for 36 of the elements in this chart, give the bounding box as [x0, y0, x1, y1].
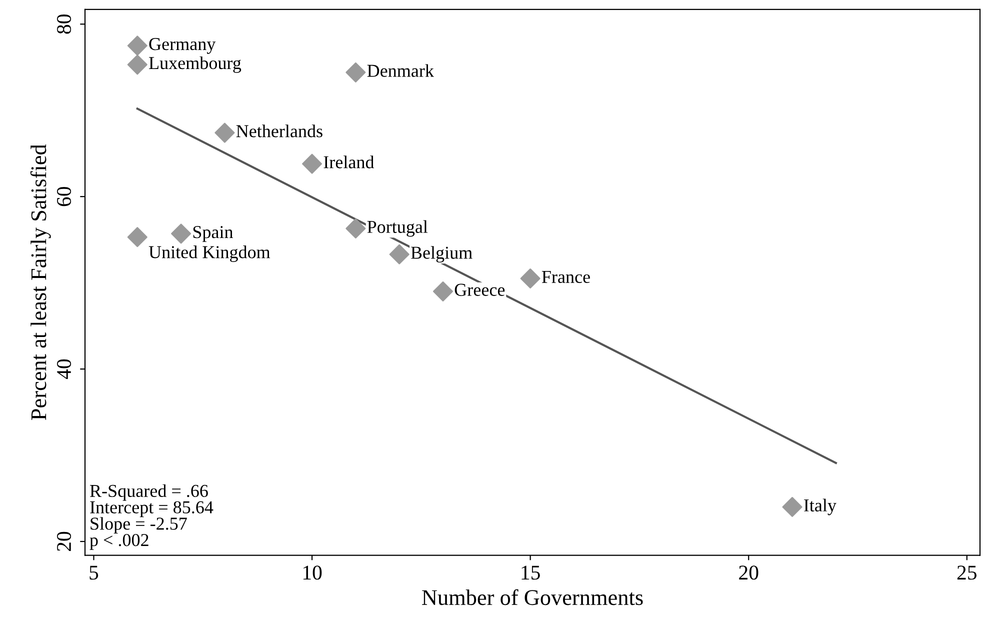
y-axis-title: Percent at least Fairly Satisfied: [30, 144, 51, 420]
y-tick-label: 60: [56, 186, 72, 206]
point: [520, 268, 540, 289]
data-label: Netherlands: [236, 124, 322, 138]
data-label: United Kingdom: [148, 246, 270, 262]
data-label: Belgium: [410, 246, 472, 263]
point: [127, 227, 148, 248]
point: [432, 281, 454, 302]
x-axis-title: Number of Governments: [422, 589, 643, 606]
x-tick-label: 5: [90, 566, 98, 580]
point: [302, 154, 322, 174]
annotation: R-Squared = .66 Intercept = 85.64 Slope = -2.57 p < .002: [90, 484, 214, 550]
data-label: Portugal: [367, 220, 428, 237]
data-label: Spain: [193, 226, 234, 242]
point: [782, 496, 802, 518]
point: [127, 54, 148, 75]
x-tick-label: 15: [522, 566, 540, 580]
data-label: Italy: [804, 498, 836, 516]
data-label: Ireland: [324, 156, 374, 168]
y-tick-label: 40: [56, 359, 72, 380]
x-tick-label: 20: [739, 566, 758, 580]
data-label: Germany: [149, 38, 216, 54]
y-tick-label: 80: [56, 14, 72, 34]
point: [346, 218, 366, 238]
data-label: Denmark: [367, 64, 434, 77]
data-label: Greece: [454, 284, 505, 296]
point: [171, 224, 192, 244]
point: [346, 62, 366, 82]
point: [127, 36, 148, 56]
data-label: Luxembourg: [149, 56, 242, 73]
point: [389, 244, 410, 264]
point: [214, 122, 235, 143]
x-tick-label: 25: [957, 566, 977, 580]
data-label: France: [542, 271, 590, 284]
x-tick-label: 10: [303, 566, 322, 580]
y-tick-label: 20: [56, 532, 72, 551]
